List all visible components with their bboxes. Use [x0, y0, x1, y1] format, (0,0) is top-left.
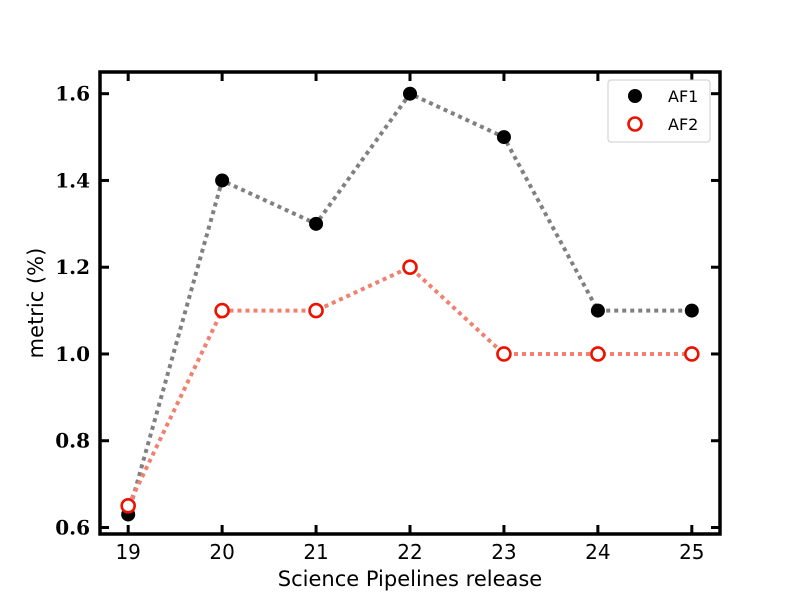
data-point-af1 [309, 216, 324, 231]
data-point-af2 [402, 259, 418, 276]
data-point-af2 [308, 302, 324, 319]
plot-background [100, 72, 720, 534]
y-axis-label: metric (%) [24, 248, 48, 359]
y-tick-label: 1.2 [55, 255, 90, 279]
data-point-af1 [684, 303, 699, 318]
y-tick-label: 1.0 [55, 342, 90, 366]
data-point-af2 [214, 302, 230, 319]
x-tick-label: 25 [679, 540, 704, 564]
data-point-af1 [215, 173, 230, 188]
x-tick-labels: 19 20 21 22 23 24 25 [115, 540, 704, 564]
x-tick-label: 20 [209, 540, 234, 564]
x-tick-label: 24 [585, 540, 610, 564]
data-point-af2 [120, 498, 136, 514]
legend-label-af2: AF2 [668, 115, 698, 134]
legend-marker-af2 [627, 116, 643, 132]
x-axis-label: Science Pipelines release [278, 567, 542, 591]
legend-marker-af1 [628, 89, 642, 103]
x-tick-label: 19 [115, 540, 140, 564]
y-tick-label: 0.8 [55, 429, 90, 453]
data-point-af2 [496, 346, 512, 362]
data-point-af1 [403, 86, 417, 101]
y-tick-label: 0.6 [55, 515, 90, 539]
y-tick-label: 1.6 [55, 82, 90, 106]
data-point-af2 [590, 346, 606, 362]
data-point-af1 [496, 130, 511, 145]
data-point-af2 [684, 346, 700, 362]
data-point-af1 [590, 303, 605, 318]
y-tick-label: 1.4 [55, 168, 90, 192]
legend-label-af1: AF1 [668, 87, 698, 106]
x-tick-label: 21 [303, 540, 328, 564]
y-tick-labels: 0.6 0.8 1.0 1.2 1.4 1.6 [55, 82, 90, 540]
x-tick-label: 23 [491, 540, 516, 564]
series-markers [120, 86, 700, 522]
plot-frame [98, 70, 722, 536]
x-tick-label: 22 [397, 540, 422, 564]
